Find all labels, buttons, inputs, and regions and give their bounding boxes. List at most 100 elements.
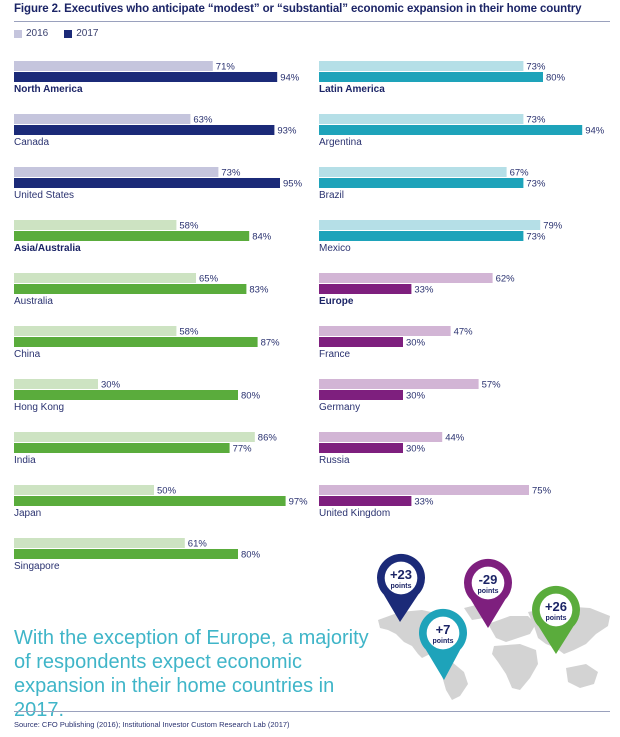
bar-2017-china — [14, 337, 258, 347]
figure-title: Figure 2. Executives who anticipate “mod… — [14, 3, 582, 15]
value-label-2017-europe: 33% — [414, 285, 434, 296]
value-label-2016-singapore: 61% — [188, 539, 208, 550]
value-label-2016-india: 86% — [258, 433, 278, 444]
value-label-2016-united-kingdom: 75% — [532, 486, 552, 497]
value-label-2017-mexico: 73% — [526, 232, 546, 243]
map-europe — [488, 616, 536, 642]
pin-value: +23 — [390, 567, 412, 582]
value-label-2016-mexico: 79% — [543, 221, 563, 232]
value-label-2017-india: 77% — [233, 444, 253, 455]
value-label-2017-north-america: 94% — [280, 73, 300, 84]
bar-2016-hong-kong — [14, 379, 98, 389]
category-label-hong-kong: Hong Kong — [14, 402, 64, 413]
bar-2017-mexico — [319, 231, 524, 241]
pin-inner-circle — [539, 593, 573, 627]
bar-2016-asia-australia — [14, 220, 177, 230]
bar-chart: 71% 94% North America 63% 93% Canada 73% 95% Uni… — [14, 61, 605, 572]
value-label-2016-latin-america: 73% — [526, 62, 546, 73]
bar-2016-united-states — [14, 167, 219, 177]
pin-inner-circle — [384, 561, 418, 595]
legend-swatch-2017 — [64, 29, 73, 38]
bar-2017-australia — [14, 284, 247, 294]
value-label-2016-united-states: 73% — [221, 168, 241, 179]
category-label-asia-australia: Asia/Australia — [14, 243, 81, 254]
value-label-2017-russia: 30% — [406, 444, 426, 455]
legend-item-2016: 2016 — [14, 28, 48, 39]
pin-value: +7 — [436, 622, 451, 637]
category-label-united-states: United States — [14, 190, 74, 201]
value-label-2016-brazil: 67% — [510, 168, 530, 179]
value-label-2017-united-states: 95% — [283, 179, 303, 190]
bar-2017-argentina — [319, 125, 583, 135]
category-label-france: France — [319, 349, 351, 360]
bar-2016-china — [14, 326, 177, 336]
value-label-2017-brazil: 73% — [526, 179, 546, 190]
value-label-2017-australia: 83% — [249, 285, 269, 296]
title-divider — [14, 21, 610, 22]
category-label-united-kingdom: United Kingdom — [319, 508, 390, 519]
bar-2016-germany — [319, 379, 479, 389]
category-label-australia: Australia — [14, 296, 53, 307]
value-label-2016-canada: 63% — [193, 115, 213, 126]
bar-2016-brazil — [319, 167, 507, 177]
pin-value: -29 — [479, 572, 498, 587]
value-label-2017-china: 87% — [261, 338, 281, 349]
value-label-2017-asia-australia: 84% — [252, 232, 272, 243]
category-label-north-america: North America — [14, 84, 83, 95]
legend-swatch-2016 — [14, 29, 22, 38]
category-label-europe: Europe — [319, 296, 354, 307]
category-label-singapore: Singapore — [14, 561, 60, 572]
value-label-2016-russia: 44% — [445, 433, 465, 444]
pin-unit: points — [478, 588, 499, 595]
bar-2017-united-kingdom — [319, 496, 412, 506]
bar-2017-france — [319, 337, 403, 347]
value-label-2016-china: 58% — [179, 327, 199, 338]
bar-2016-canada — [14, 114, 191, 124]
bar-2017-asia-australia — [14, 231, 250, 241]
bar-2017-brazil — [319, 178, 524, 188]
bar-2017-india — [14, 443, 230, 453]
bar-2016-russia — [319, 432, 443, 442]
bar-2016-argentina — [319, 114, 524, 124]
value-label-2016-japan: 50% — [157, 486, 177, 497]
bar-2016-france — [319, 326, 451, 336]
value-label-2016-germany: 57% — [482, 380, 502, 391]
category-label-china: China — [14, 349, 41, 360]
bar-2016-united-kingdom — [319, 485, 529, 495]
bar-2017-hong-kong — [14, 390, 238, 400]
value-label-2016-france: 47% — [454, 327, 474, 338]
bar-2016-north-america — [14, 61, 213, 71]
bar-2017-europe — [319, 284, 412, 294]
bar-2016-latin-america — [319, 61, 524, 71]
pin-inner-circle — [426, 616, 460, 650]
value-label-2016-argentina: 73% — [526, 115, 546, 126]
value-label-2017-hong-kong: 80% — [241, 391, 261, 402]
value-label-2016-australia: 65% — [199, 274, 219, 285]
bar-2017-canada — [14, 125, 275, 135]
source-note: Source: CFO Publishing (2016); Instituti… — [14, 720, 290, 729]
category-label-mexico: Mexico — [319, 243, 351, 254]
category-label-brazil: Brazil — [319, 190, 344, 201]
footer-divider — [14, 711, 610, 712]
category-label-canada: Canada — [14, 137, 49, 148]
value-label-2017-japan: 97% — [289, 497, 309, 508]
bar-2017-singapore — [14, 549, 238, 559]
bar-2017-germany — [319, 390, 403, 400]
legend-label-2017: 2017 — [76, 28, 99, 39]
bar-2017-north-america — [14, 72, 278, 82]
value-label-2017-argentina: 94% — [585, 126, 605, 137]
bar-2017-russia — [319, 443, 403, 453]
value-label-2016-asia-australia: 58% — [179, 221, 199, 232]
bar-2017-united-states — [14, 178, 280, 188]
map-australia — [566, 664, 598, 688]
bar-2016-australia — [14, 273, 196, 283]
category-label-germany: Germany — [319, 402, 360, 413]
pin-value: +26 — [545, 599, 567, 614]
value-label-2016-north-america: 71% — [216, 62, 236, 73]
value-label-2017-france: 30% — [406, 338, 426, 349]
value-label-2017-germany: 30% — [406, 391, 426, 402]
